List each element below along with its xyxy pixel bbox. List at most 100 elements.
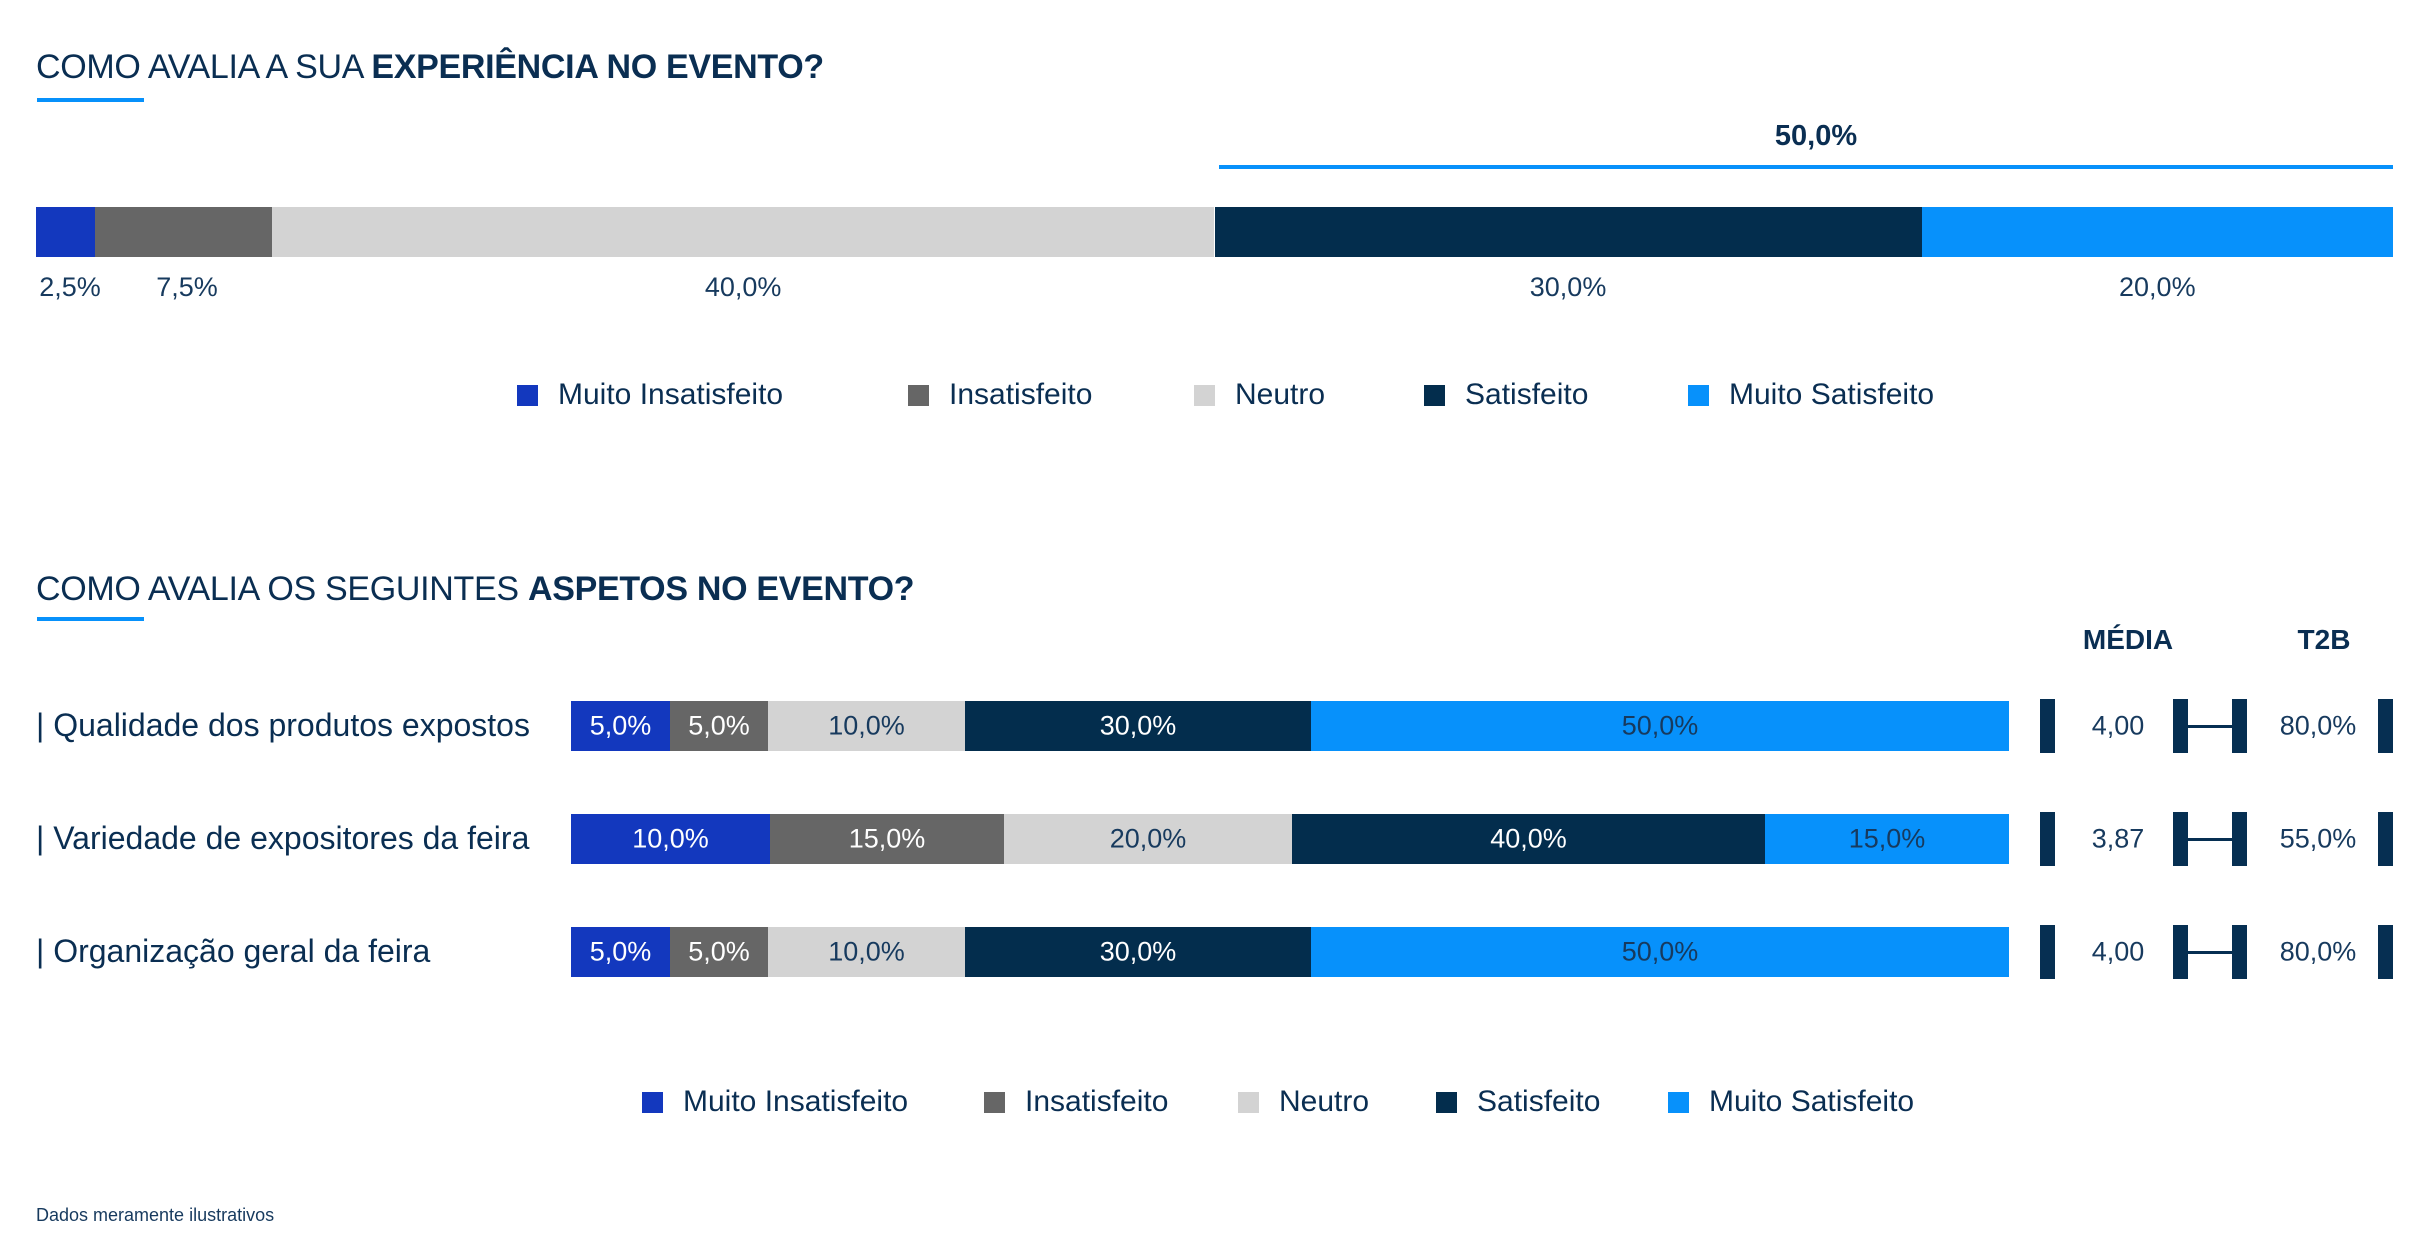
segment-muito-satisfeito: 50,0% bbox=[1311, 701, 2009, 751]
segment-value-label: 10,0% bbox=[632, 823, 709, 854]
segment-neutro bbox=[271, 207, 1215, 257]
legend-label: Insatisfeito bbox=[949, 378, 1093, 411]
h-separator-part bbox=[2173, 812, 2188, 866]
legend-item-muito-satisfeito: Muito Satisfeito bbox=[1668, 1085, 1914, 1119]
legend-swatch-neutro bbox=[1194, 384, 1215, 406]
legend-swatch-satisfeito bbox=[1436, 1091, 1457, 1113]
media-value: 4,00 bbox=[2091, 936, 2145, 967]
segment-neutro: 10,0% bbox=[768, 927, 965, 977]
segment-insatisfeito bbox=[94, 207, 272, 257]
h-separator-part bbox=[2232, 812, 2247, 866]
segment-value-label: 5,0% bbox=[688, 710, 750, 741]
legend-label: Insatisfeito bbox=[1025, 1085, 1169, 1118]
h-separator-part bbox=[2188, 837, 2232, 841]
legend-label: Muito Insatisfeito bbox=[558, 378, 784, 411]
aspect-stacked-bar: 5,0% 5,0% 10,0% 30,0% 50,0% bbox=[571, 701, 2009, 751]
aspect-row-label: | Organização geral da feira bbox=[36, 933, 431, 969]
top2-box-bracket-line bbox=[1219, 165, 2393, 169]
section1-title-regular: COMO AVALIA A SUA bbox=[36, 48, 372, 86]
legend-swatch-muito-satisfeito bbox=[1688, 384, 1709, 406]
legend-item-muito-insatisfeito: Muito Insatisfeito bbox=[642, 1085, 908, 1119]
h-separator-icon bbox=[2173, 699, 2247, 753]
section2-title-regular: COMO AVALIA OS SEGUINTES bbox=[36, 570, 528, 608]
value-label-satisfeito: 30,0% bbox=[1529, 272, 1607, 302]
h-separator-part bbox=[2232, 699, 2247, 753]
legend-item-insatisfeito: Insatisfeito bbox=[908, 378, 1092, 412]
h-separator-part bbox=[2188, 950, 2232, 954]
segment-insatisfeito: 5,0% bbox=[670, 701, 768, 751]
segment-value-label: 10,0% bbox=[828, 710, 905, 741]
value-label-insatisfeito: 7,5% bbox=[156, 272, 218, 302]
value-label-neutro: 40,0% bbox=[704, 272, 782, 302]
legend-item-muito-satisfeito: Muito Satisfeito bbox=[1688, 378, 1934, 412]
legend-swatch-insatisfeito bbox=[908, 384, 929, 406]
media-value: 4,00 bbox=[2091, 710, 2145, 741]
segment-muito-satisfeito: 15,0% bbox=[1765, 814, 2009, 864]
segment-value-label: 20,0% bbox=[1109, 823, 1187, 854]
segment-value-label: 40,0% bbox=[1490, 823, 1567, 854]
segment-value-label: 30,0% bbox=[1099, 936, 1177, 967]
section1-title-bold: EXPERIÊNCIA NO EVENTO? bbox=[371, 48, 824, 86]
media-left-marker bbox=[2040, 699, 2055, 753]
t2b-right-marker bbox=[2378, 812, 2393, 866]
legend-label: Satisfeito bbox=[1477, 1085, 1601, 1118]
segment-value-label: 50,0% bbox=[1621, 936, 1699, 967]
media-left-marker bbox=[2040, 925, 2055, 979]
segment-muito-insatisfeito bbox=[36, 207, 95, 257]
segment-value-label: 30,0% bbox=[1099, 710, 1177, 741]
section2-title-bold: ASPETOS NO EVENTO? bbox=[527, 570, 915, 608]
legend-label: Muito Satisfeito bbox=[1729, 378, 1935, 411]
aspect-stacked-bar: 10,0% 15,0% 20,0% 40,0% 15,0% bbox=[571, 814, 2009, 864]
segment-insatisfeito: 15,0% bbox=[770, 814, 1004, 864]
t2b-right-marker bbox=[2378, 699, 2393, 753]
segment-neutro: 10,0% bbox=[768, 701, 965, 751]
t2b-value: 55,0% bbox=[2279, 823, 2357, 854]
legend-item-neutro: Neutro bbox=[1238, 1085, 1369, 1119]
legend-label: Muito Insatisfeito bbox=[683, 1085, 909, 1118]
media-left-marker bbox=[2040, 812, 2055, 866]
h-separator-icon bbox=[2173, 925, 2247, 979]
segment-value-label: 5,0% bbox=[589, 936, 652, 967]
legend-label: Muito Satisfeito bbox=[1709, 1085, 1915, 1118]
segment-muito-insatisfeito: 5,0% bbox=[571, 927, 670, 977]
segment-satisfeito: 40,0% bbox=[1292, 814, 1765, 864]
t2b-right-marker bbox=[2378, 925, 2393, 979]
legend-item-muito-insatisfeito: Muito Insatisfeito bbox=[517, 378, 783, 412]
value-label-muito-satisfeito: 20,0% bbox=[2119, 272, 2196, 302]
legend-swatch-muito-satisfeito bbox=[1668, 1091, 1689, 1113]
legend-item-insatisfeito: Insatisfeito bbox=[984, 1085, 1168, 1119]
legend-swatch-muito-insatisfeito bbox=[517, 384, 538, 406]
experience-stacked-bar bbox=[36, 207, 2393, 257]
legend-item-satisfeito: Satisfeito bbox=[1424, 378, 1588, 412]
legend-swatch-insatisfeito bbox=[984, 1091, 1005, 1113]
h-separator-icon bbox=[2173, 812, 2247, 866]
segment-value-label: 50,0% bbox=[1621, 710, 1699, 741]
t2b-column-header: T2B bbox=[2297, 624, 2351, 655]
section2-title-underline bbox=[37, 617, 144, 621]
section1-title: COMO AVALIA A SUA EXPERIÊNCIA NO EVENTO? bbox=[36, 48, 824, 87]
segment-muito-satisfeito: 50,0% bbox=[1311, 927, 2009, 977]
legend-item-satisfeito: Satisfeito bbox=[1436, 1085, 1600, 1119]
segment-neutro: 20,0% bbox=[1004, 814, 1292, 864]
segment-satisfeito: 30,0% bbox=[965, 927, 1311, 977]
aspect-row-label: | Qualidade dos produtos expostos bbox=[36, 707, 530, 743]
segment-satisfeito bbox=[1214, 207, 1922, 257]
segment-muito-insatisfeito: 5,0% bbox=[571, 701, 670, 751]
segment-value-label: 10,0% bbox=[828, 936, 905, 967]
segment-insatisfeito: 5,0% bbox=[670, 927, 768, 977]
legend-swatch-satisfeito bbox=[1424, 384, 1445, 406]
top2-box-label: 50,0% bbox=[1774, 120, 1858, 152]
segment-value-label: 15,0% bbox=[1848, 823, 1926, 854]
segment-muito-insatisfeito: 10,0% bbox=[571, 814, 770, 864]
t2b-value: 80,0% bbox=[2279, 710, 2357, 741]
legend-swatch-muito-insatisfeito bbox=[642, 1091, 663, 1113]
segment-value-label: 5,0% bbox=[688, 936, 750, 967]
aspect-stacked-bar: 5,0% 5,0% 10,0% 30,0% 50,0% bbox=[571, 927, 2009, 977]
legend-item-neutro: Neutro bbox=[1194, 378, 1325, 412]
segment-value-label: 5,0% bbox=[589, 710, 652, 741]
h-separator-part bbox=[2188, 724, 2232, 728]
value-label-muito-insatisfeito: 2,5% bbox=[39, 272, 101, 302]
media-value: 3,87 bbox=[2091, 823, 2145, 854]
segment-satisfeito: 30,0% bbox=[965, 701, 1311, 751]
legend-label: Satisfeito bbox=[1465, 378, 1589, 411]
